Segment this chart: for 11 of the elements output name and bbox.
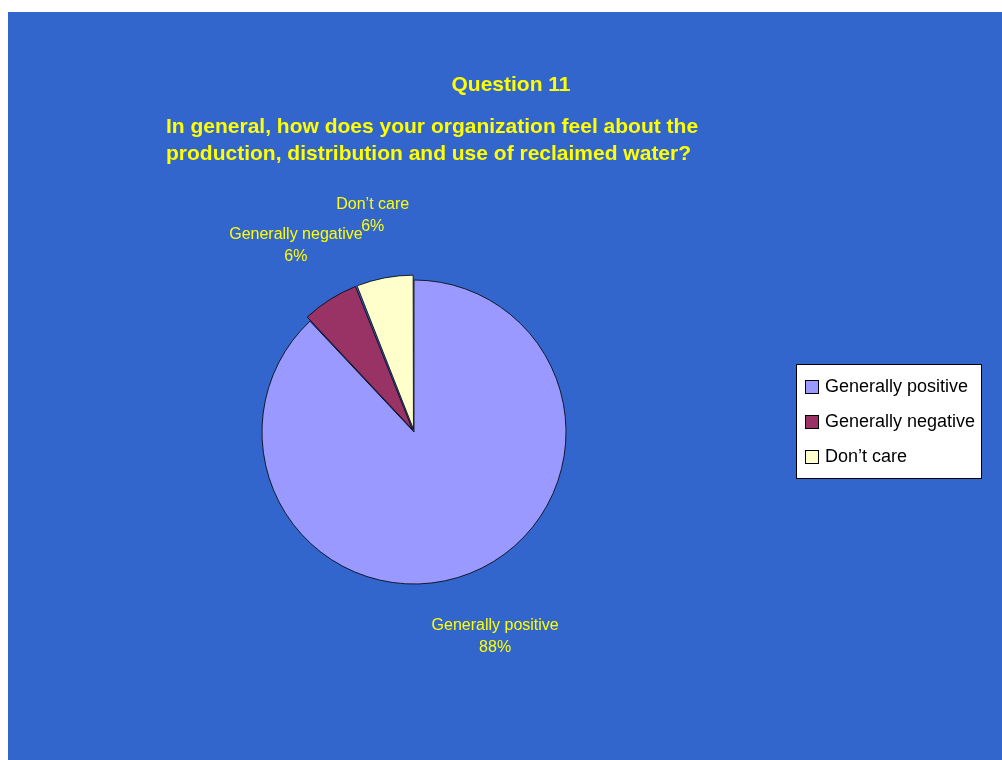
slice-label: Generally positive <box>431 616 559 634</box>
legend-label: Don’t care <box>825 446 908 467</box>
legend-label: Generally positive <box>825 376 969 397</box>
chart-title: Question 11 <box>450 72 572 96</box>
slice-label: Generally negative <box>229 225 363 243</box>
data-label: 88% <box>479 638 512 656</box>
slice-label: Don’t care <box>336 194 410 212</box>
chart-subtitle: In general, how does your organization feel about the production, distribution and use of reclaimed water? <box>166 113 700 166</box>
data-label: 6% <box>361 216 385 234</box>
legend-label: Generally negative <box>825 411 976 432</box>
data-label: 6% <box>284 247 308 265</box>
